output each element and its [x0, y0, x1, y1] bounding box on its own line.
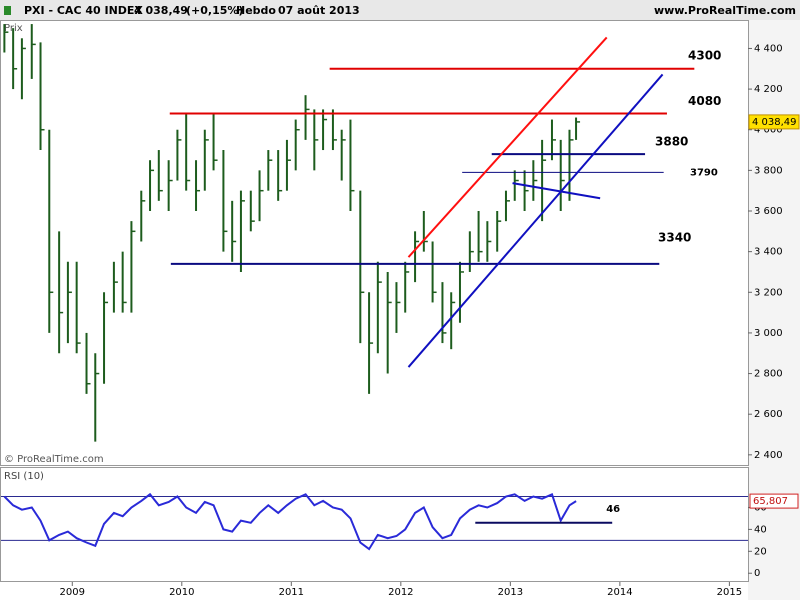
x-tick-label: 2009 [60, 587, 85, 598]
level-label: 4300 [688, 48, 721, 62]
trend-line [407, 73, 664, 368]
header-bar [0, 0, 800, 20]
y-tick-label: 3 800 [754, 165, 783, 176]
level-label: 4080 [688, 94, 721, 108]
last-price: 4 038,49 [134, 4, 188, 17]
price-tag [748, 114, 800, 130]
x-tick-label: 2013 [498, 587, 523, 598]
date: 07 août 2013 [278, 4, 360, 17]
y-tick-label: 3 400 [754, 247, 783, 258]
rsi-support-label: 46 [606, 504, 620, 515]
source: www.ProRealTime.com [654, 4, 796, 17]
y-tick-label: 3 600 [754, 206, 783, 217]
y-tick-label: 3 200 [754, 287, 783, 298]
level-label: 3880 [655, 135, 688, 149]
rsi-tick-label: 0 [754, 568, 760, 579]
price-tag-label: 4 038,49 [752, 117, 797, 128]
rsi-title: RSI (10) [4, 471, 44, 482]
y-tick-label: 4 400 [754, 43, 783, 54]
trend-line [512, 182, 601, 200]
y-tick-label: 2 400 [754, 450, 783, 461]
rsi-tag [749, 493, 799, 509]
watermark: © ProRealTime.com [4, 454, 104, 465]
y-tick-label: 2 800 [754, 369, 783, 380]
x-tick-label: 2012 [388, 587, 413, 598]
y-tick-label: 3 000 [754, 328, 783, 339]
x-tick-label: 2010 [169, 587, 194, 598]
x-tick-label: 2011 [279, 587, 304, 598]
price-panel [0, 20, 749, 466]
change: (+0,15%) [186, 4, 243, 17]
symbol: PXI - CAC 40 INDEX [24, 4, 143, 17]
level-label: 3340 [658, 230, 691, 244]
period: Hebdo [236, 4, 276, 17]
y-tick-label: 2 600 [754, 409, 783, 420]
x-tick-label: 2014 [607, 587, 632, 598]
rsi-tick-label: 20 [754, 546, 767, 557]
rsi-line [3, 492, 577, 551]
trend-line [407, 36, 608, 258]
x-tick-label: 2015 [717, 587, 742, 598]
rsi-tick-label: 40 [754, 524, 767, 535]
y-tick-label: 4 000 [754, 125, 783, 136]
level-label: 3790 [690, 167, 718, 178]
symbol-icon [4, 6, 11, 15]
rsi-tag-label: 65,807 [753, 496, 788, 507]
y-tick-label: 4 200 [754, 84, 783, 95]
rsi-panel [0, 467, 749, 582]
